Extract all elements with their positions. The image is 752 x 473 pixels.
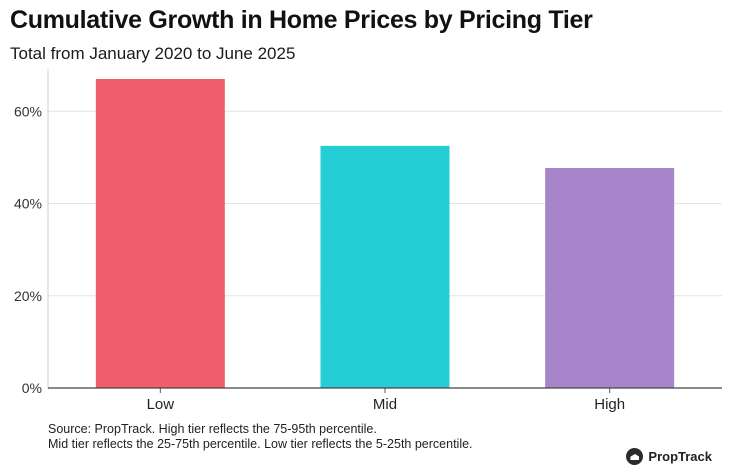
brand-logo: PropTrack bbox=[626, 448, 712, 465]
bar-low bbox=[95, 79, 225, 388]
bar-mid bbox=[320, 145, 450, 388]
y-tick-label-20: 20% bbox=[14, 288, 42, 304]
source-line-2: Mid tier reflects the 25-75th percentile… bbox=[48, 437, 473, 451]
chart-title: Cumulative Growth in Home Prices by Pric… bbox=[10, 6, 593, 34]
source-note: Source: PropTrack. High tier reflects th… bbox=[48, 422, 473, 452]
y-tick-label-40: 40% bbox=[14, 196, 42, 212]
y-tick-label-60: 60% bbox=[14, 103, 42, 119]
bar-high bbox=[545, 168, 675, 388]
brand-name: PropTrack bbox=[648, 449, 712, 464]
x-tick-label-high: High bbox=[594, 396, 625, 413]
x-tick-label-mid: Mid bbox=[373, 396, 397, 413]
chart-subtitle: Total from January 2020 to June 2025 bbox=[10, 44, 296, 63]
source-line-1: Source: PropTrack. High tier reflects th… bbox=[48, 422, 377, 436]
house-icon bbox=[626, 448, 644, 465]
y-tick-label-0: 0% bbox=[22, 380, 42, 396]
x-tick-label-low: Low bbox=[147, 396, 175, 413]
